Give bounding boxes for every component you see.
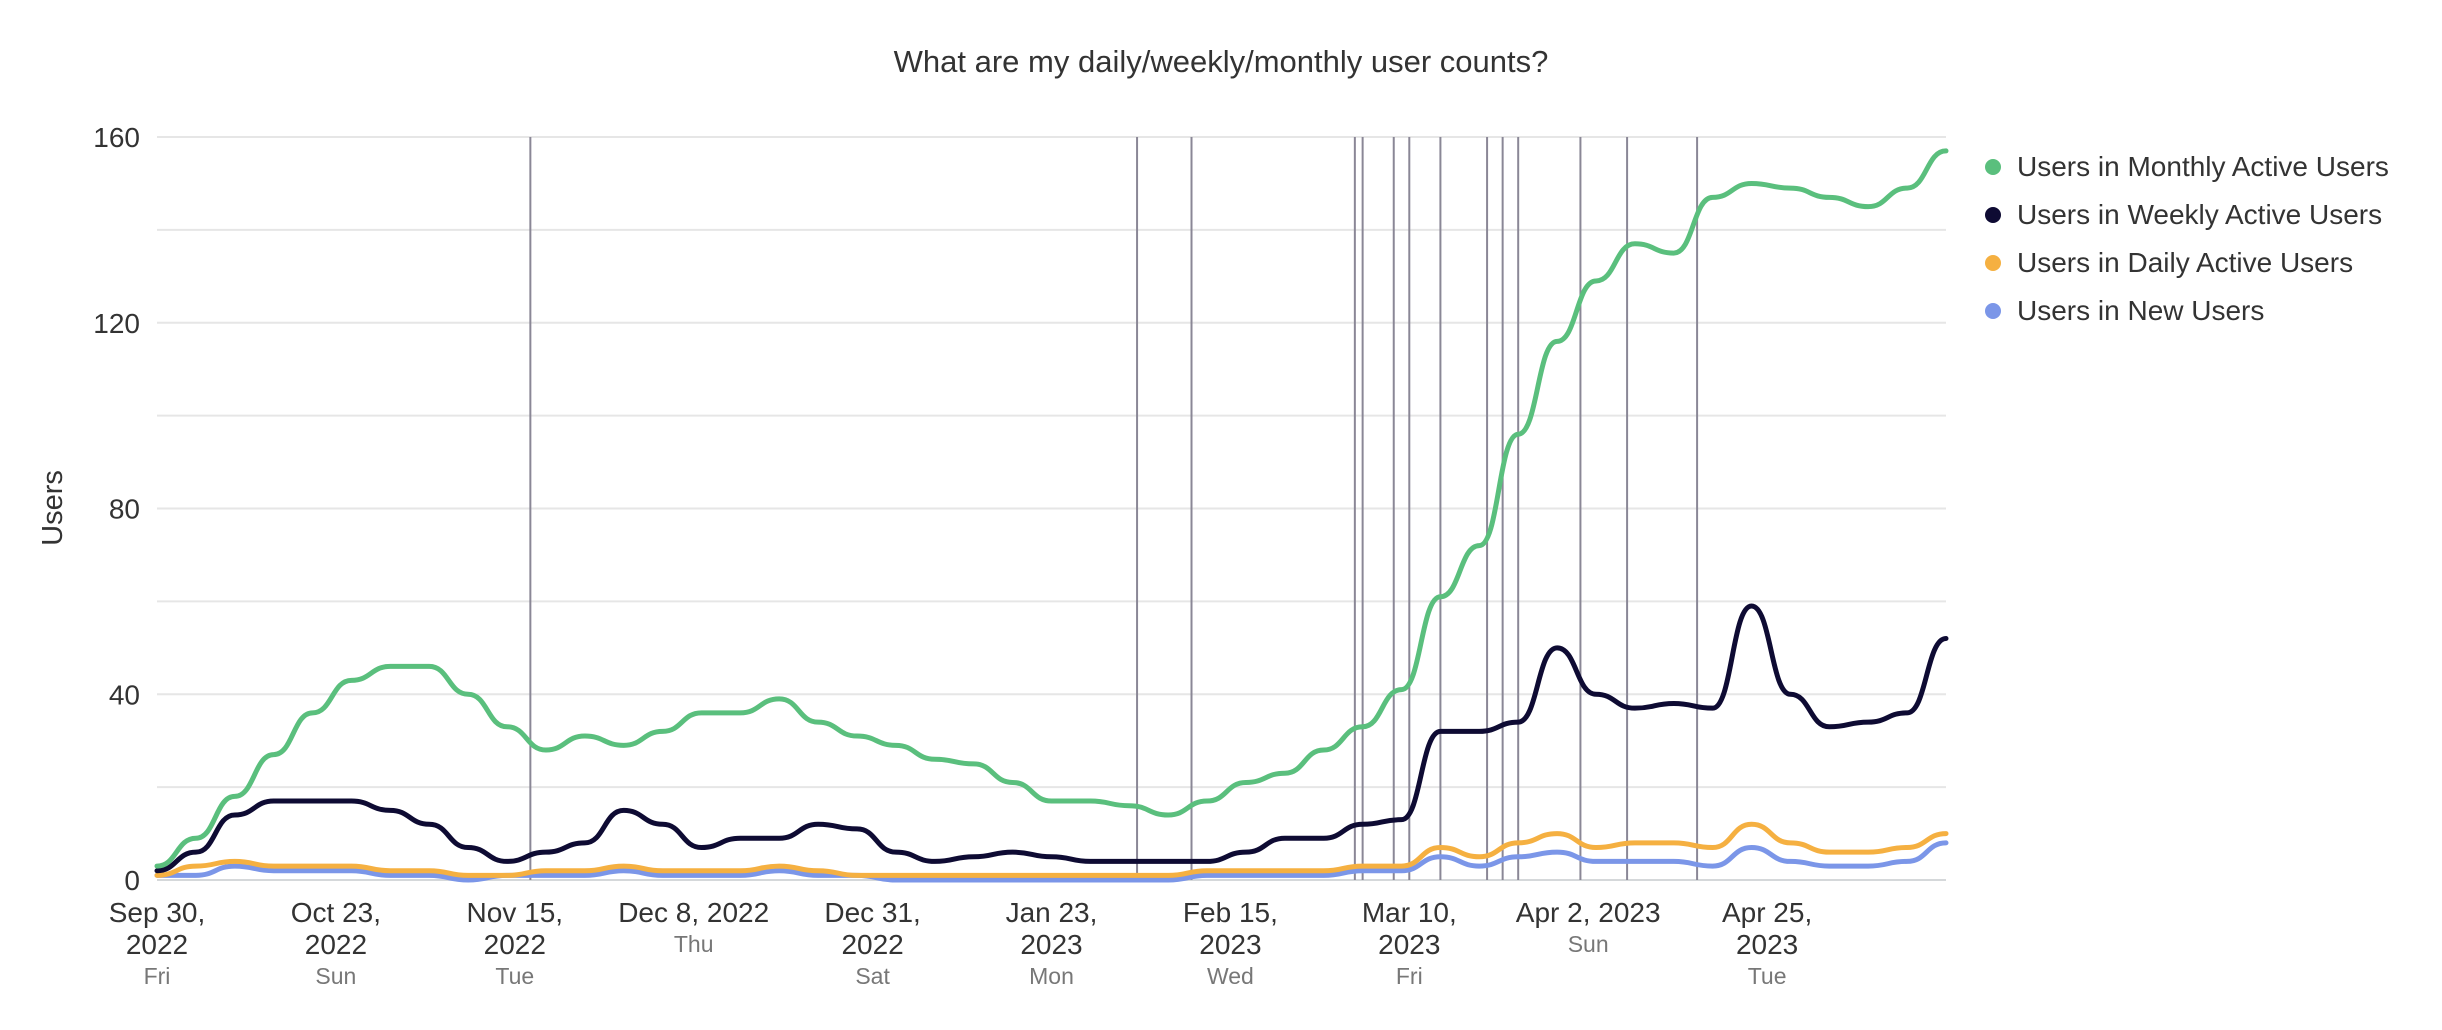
y-tick-label: 40 xyxy=(109,679,140,710)
x-tick-label: Oct 23, xyxy=(291,897,381,928)
x-tick-label: Jan 23, xyxy=(1006,897,1098,928)
series-lines xyxy=(154,148,1949,883)
x-tick-year: 2022 xyxy=(841,929,903,960)
annotation-lines xyxy=(529,137,1699,880)
x-tick-label: Feb 15, xyxy=(1183,897,1278,928)
x-tick-weekday: Sun xyxy=(315,963,356,989)
x-tick-year: 2022 xyxy=(126,929,188,960)
legend-item-monthly[interactable]: Users in Monthly Active Users xyxy=(1985,143,2389,191)
x-tick-year: 2023 xyxy=(1199,929,1261,960)
legend-dot-icon xyxy=(1985,255,2001,271)
x-tick-weekday: Fri xyxy=(1396,963,1423,989)
x-tick-weekday: Sun xyxy=(1568,931,1609,957)
legend: Users in Monthly Active Users Users in W… xyxy=(1985,143,2389,335)
legend-item-daily[interactable]: Users in Daily Active Users xyxy=(1985,239,2389,287)
legend-dot-icon xyxy=(1985,159,2001,175)
legend-dot-icon xyxy=(1985,207,2001,223)
y-tick-label: 160 xyxy=(93,122,140,153)
gridlines xyxy=(157,136,1946,881)
x-tick-label: Apr 2, 2023 xyxy=(1516,897,1661,928)
legend-item-new[interactable]: Users in New Users xyxy=(1985,287,2389,335)
legend-label: Users in New Users xyxy=(2017,295,2265,326)
x-tick-label: Dec 8, 2022 xyxy=(618,897,769,928)
y-axis-label: Users xyxy=(37,470,69,546)
y-tick-label: 120 xyxy=(93,308,140,339)
x-tick-label: Dec 31, xyxy=(824,897,921,928)
y-tick-label: 0 xyxy=(124,865,140,896)
x-tick-year: 2022 xyxy=(305,929,367,960)
x-tick-weekday: Wed xyxy=(1207,963,1254,989)
x-tick-weekday: Tue xyxy=(495,963,534,989)
x-tick-label: Sep 30, xyxy=(109,897,206,928)
y-tick-label: 80 xyxy=(109,494,140,525)
x-tick-weekday: Thu xyxy=(674,931,714,957)
legend-label: Users in Weekly Active Users xyxy=(2017,199,2383,230)
series-line xyxy=(154,603,1949,874)
legend-item-weekly[interactable]: Users in Weekly Active Users xyxy=(1985,191,2389,239)
series-line xyxy=(154,821,1949,878)
series-line xyxy=(154,148,1949,869)
y-axis-ticks: 0 40 80 120 160 xyxy=(93,122,140,896)
x-tick-year: 2023 xyxy=(1736,929,1798,960)
chart-title: What are my daily/weekly/monthly user co… xyxy=(893,44,1549,79)
x-tick-weekday: Mon xyxy=(1029,963,1074,989)
x-tick-weekday: Fri xyxy=(144,963,171,989)
x-tick-label: Apr 25, xyxy=(1722,897,1812,928)
legend-label: Users in Monthly Active Users xyxy=(2017,151,2389,182)
x-tick-year: 2023 xyxy=(1020,929,1082,960)
legend-label: Users in Daily Active Users xyxy=(2017,247,2354,278)
x-tick-weekday: Tue xyxy=(1748,963,1787,989)
x-tick-label: Nov 15, xyxy=(467,897,564,928)
series-line xyxy=(154,840,1949,883)
x-tick-year: 2023 xyxy=(1378,929,1440,960)
x-tick-year: 2022 xyxy=(484,929,546,960)
legend-dot-icon xyxy=(1985,303,2001,319)
x-tick-weekday: Sat xyxy=(855,963,890,989)
x-tick-label: Mar 10, xyxy=(1362,897,1457,928)
